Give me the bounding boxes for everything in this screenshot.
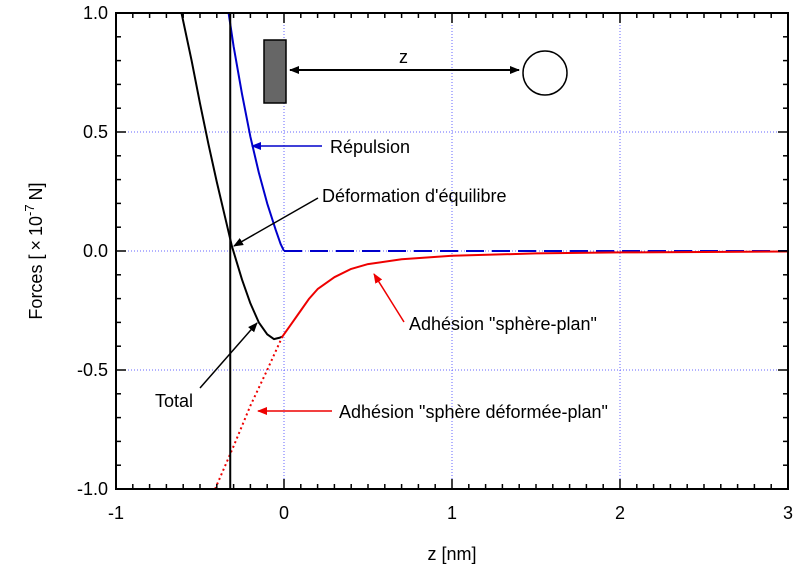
x-tick-label: 0: [279, 503, 289, 523]
total-arrow: [199, 322, 258, 389]
adhesion-deformee-label: Adhésion "sphère déformée-plan": [339, 402, 608, 422]
y-tick-label: 0.5: [83, 122, 108, 142]
plane-wall: [263, 39, 287, 104]
series-adhesion-sphere-deformee-plan: [214, 336, 284, 489]
series-repulsion: [227, 13, 285, 252]
y-axis-title-prefix: Forces [: [26, 255, 46, 320]
series-adhesion-sphere-plan: [281, 250, 788, 338]
x-tick-label: 2: [615, 503, 625, 523]
y-axis-title: Forces [ × 10-7 N]: [22, 182, 46, 319]
y-tick-label: -0.5: [77, 360, 108, 380]
y-tick-label: -1.0: [77, 479, 108, 499]
y-tick-label: 0.0: [83, 241, 108, 261]
series-group: [180, 13, 788, 489]
x-tick-label: 1: [447, 503, 457, 523]
tick-labels: -1 0 1 2 3 1.0 0.5 0.0 -0.5 -1.0: [77, 3, 793, 523]
adhesion-plan-label: Adhésion "sphère-plan": [409, 314, 597, 334]
y-axis-title-times: ×: [26, 240, 46, 251]
tick-marks: [115, 12, 789, 490]
x-tick-label: -1: [108, 503, 124, 523]
y-axis-title-suffix: N]: [26, 182, 46, 200]
distance-label: z: [399, 47, 408, 67]
total-label: Total: [155, 391, 193, 411]
y-axis-title-exponent: -7: [22, 204, 37, 216]
repulsion-label: Répulsion: [330, 137, 410, 157]
adhesion-plan-arrow: [373, 273, 405, 323]
series-total: [180, 13, 283, 341]
equilibre-arrow: [233, 197, 319, 247]
y-axis-title-base: 10: [26, 216, 46, 236]
x-axis-title: z [nm]: [427, 544, 476, 564]
x-tick-label: 3: [783, 503, 793, 523]
sphere-icon: [522, 50, 568, 96]
equilibre-label: Déformation d'équilibre: [322, 186, 507, 206]
y-tick-label: 1.0: [83, 3, 108, 23]
